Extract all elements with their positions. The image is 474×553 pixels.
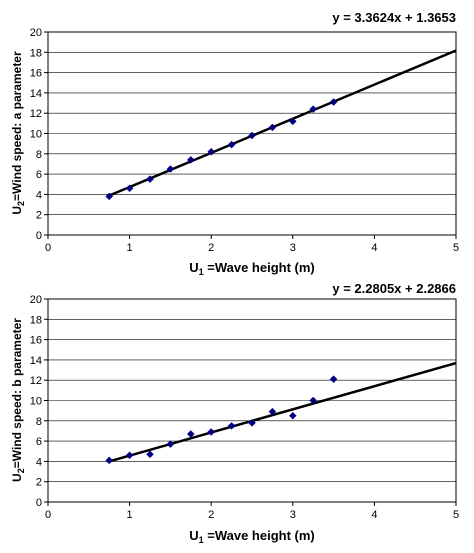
x-axis-label-prefix: U [189,260,198,275]
x-tick-label: 2 [208,242,214,254]
data-point [248,131,256,140]
y-tick-label: 20 [30,27,42,39]
x-tick-label: 3 [290,509,296,521]
data-point [227,140,236,149]
trendline [108,49,457,197]
data-point [105,192,114,201]
trendline-group [108,49,457,197]
data-point [146,175,154,184]
x-tick-labels: 0 1 2 3 4 5 [45,235,459,254]
x-tick-label: 5 [453,242,459,254]
y-tick-label: 6 [36,436,42,448]
x-axis-label: U1 =Wave height (m) [189,528,315,545]
y-tick-label: 6 [36,169,42,181]
y-tick-label: 0 [36,497,42,509]
x-tick-label: 0 [45,509,51,521]
x-tick-label: 4 [371,509,377,521]
x-axis-label-subscript: 1 [199,535,204,545]
x-axis-label-subscript: 1 [199,267,204,277]
x-tick-labels: 0 1 2 3 4 5 [45,502,459,521]
data-point [288,411,297,420]
data-point [329,98,338,106]
y-tick-label: 12 [30,108,42,120]
y-tick-label: 20 [30,294,42,306]
y-axis-label-prefix: U [10,206,24,215]
data-points [105,98,338,201]
y-axis-label-text: =Wind speed: a parameter [10,51,24,201]
data-point [309,396,318,405]
data-point [207,428,216,436]
data-points [105,375,338,465]
y-tick-labels: 0 2 4 6 8 10 12 14 16 18 20 [30,294,48,509]
y-tick-label: 0 [36,230,42,242]
y-tick-label: 16 [30,68,42,80]
data-point [125,451,134,460]
y-tick-label: 14 [30,355,42,367]
data-point [288,117,297,126]
data-point [268,123,277,132]
data-point [329,375,338,384]
data-point [166,440,175,448]
y-tick-label: 18 [30,314,42,326]
x-tick-label: 5 [453,509,459,521]
y-tick-label: 10 [30,396,42,408]
x-tick-label: 2 [208,509,214,521]
data-point [186,156,195,164]
trendline [108,361,457,463]
y-tick-label: 8 [36,149,42,161]
y-tick-label: 18 [30,47,42,59]
y-tick-label: 2 [36,210,42,222]
y-tick-label: 12 [30,375,42,387]
x-tick-label: 4 [371,242,377,254]
data-point [166,165,175,173]
y-tick-label: 8 [36,416,42,428]
data-point [207,147,216,156]
x-tick-label: 1 [127,509,133,521]
y-tick-label: 2 [36,477,42,489]
y-axis-label-text: =Wind speed: b parameter [10,318,24,469]
y-tick-labels: 0 2 4 6 8 10 12 14 16 18 20 [30,27,48,242]
trendline-equation: y = 3.3624x + 1.3653 [332,10,456,25]
y-tick-label: 4 [36,189,42,201]
data-point [248,418,256,427]
x-axis-label-text: =Wave height (m) [204,260,315,275]
y-axis-label-prefix: U [10,473,24,482]
y-axis-label-subscript: 2 [16,201,26,206]
y-axis-label: U2=Wind speed: b parameter [10,318,26,482]
data-point [146,450,154,459]
data-point [268,407,277,416]
y-tick-label: 10 [30,129,42,141]
x-tick-label: 3 [290,242,296,254]
trendline-group [108,361,457,463]
data-point [227,422,236,430]
trendline-equation: y = 2.2805x + 2.2866 [332,281,456,296]
y-tick-label: 14 [30,88,42,100]
x-axis-label-text: =Wave height (m) [204,528,315,543]
data-point [186,430,195,438]
x-axis-label: U1 =Wave height (m) [189,260,315,277]
y-tick-label: 16 [30,335,42,347]
data-point [105,456,114,465]
x-tick-label: 0 [45,242,51,254]
x-axis-label-prefix: U [189,528,198,543]
data-point [309,105,318,113]
y-axis-label: U2=Wind speed: a parameter [10,51,26,215]
x-tick-label: 1 [127,242,133,254]
data-point [125,184,134,193]
gridlines [48,51,456,215]
y-tick-label: 4 [36,456,42,468]
y-axis-label-subscript: 2 [16,468,26,473]
